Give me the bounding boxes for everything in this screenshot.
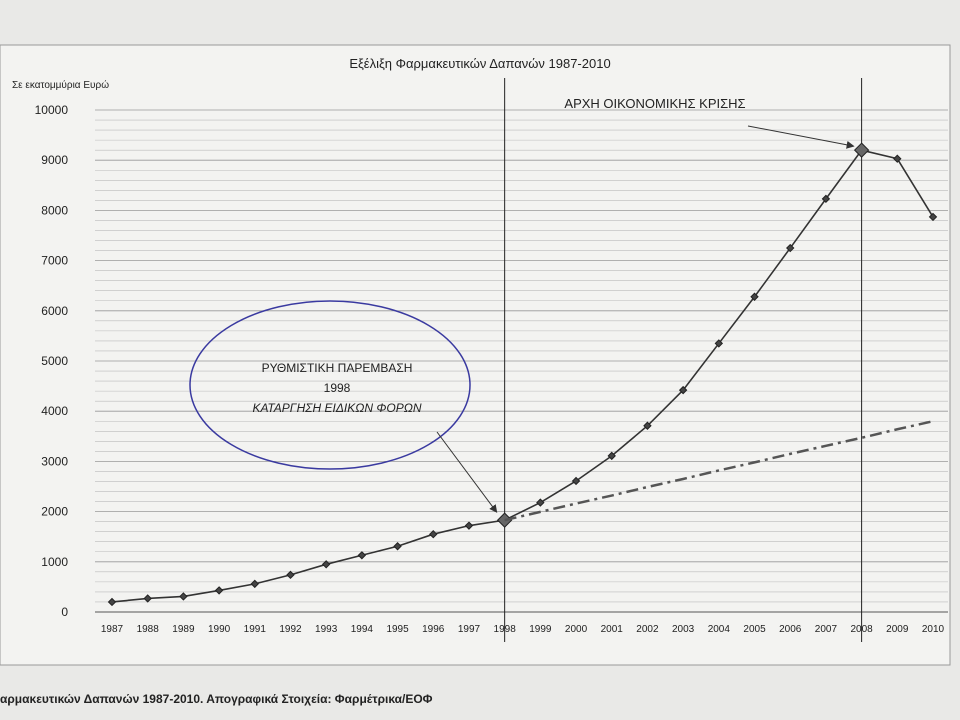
data-point [143,594,152,603]
series-line [111,149,934,603]
series-line [504,420,934,522]
annotation-text: 1998 [324,381,351,395]
y-tick-label: 3000 [41,454,68,468]
chart-title: Εξέλιξη Φαρμακευτικών Δαπανών 1987-2010 [349,56,610,71]
data-point [786,243,795,253]
y-tick-label: 9000 [41,153,68,167]
x-tick-label: 2000 [565,624,588,635]
y-tick-label: 7000 [41,254,68,268]
data-point [107,597,117,607]
x-tick-label: 2006 [779,624,802,635]
x-tick-label: 1999 [529,624,552,635]
data-point [179,592,188,601]
data-point [853,142,870,158]
x-tick-label: 1987 [101,624,124,635]
data-point [714,339,724,348]
data-point [357,551,367,560]
y-tick-label: 4000 [41,404,68,418]
y-tick-label: 1000 [41,555,68,569]
x-tick-label: 2002 [636,624,659,635]
data-point [607,451,616,461]
source-note: αρμακευτικών Δαπανών 1987-2010. Απογραφι… [0,692,433,706]
data-point [429,529,438,539]
y-tick-label: 10000 [35,103,69,117]
x-tick-label: 2007 [815,624,838,635]
x-tick-label: 1994 [351,624,374,635]
data-point [750,292,759,301]
data-point [464,521,474,530]
annotation-text: ΑΡΧΗ ΟΙΚΟΝΟΜΙΚΗΣ ΚΡΙΣΗΣ [564,96,745,111]
data-point [571,476,581,486]
data-point [214,586,224,595]
y-tick-label: 0 [61,605,68,619]
y-tick-label: 5000 [41,354,68,368]
data-point [821,194,831,204]
x-tick-label: 1989 [172,624,195,635]
x-tick-label: 1997 [458,624,481,635]
x-tick-label: 1988 [137,624,160,635]
x-tick-label: 2005 [743,624,766,635]
data-point [893,154,902,163]
data-point [643,421,652,430]
annotation-arrow [747,125,855,149]
data-point [393,542,402,551]
data-point [250,579,259,589]
x-tick-label: 2003 [672,624,695,635]
annotation-ellipse [189,300,471,470]
x-tick-label: 1993 [315,624,338,635]
data-point [321,560,331,569]
x-tick-label: 1990 [208,624,231,635]
x-tick-label: 1995 [386,624,409,635]
y-axis-label: Σε εκατομμύρια Ευρώ [12,79,109,91]
x-tick-label: 1991 [244,624,267,635]
x-tick-label: 2009 [886,624,909,635]
x-tick-label: 2010 [922,624,945,635]
annotation-text: ΡΥΘΜΙΣΤΙΚΗ ΠΑΡΕΜΒΑΣΗ [262,361,413,375]
annotation-arrow [436,431,498,513]
data-point [536,498,545,507]
x-tick-label: 2004 [708,624,731,635]
data-point [678,385,688,395]
annotation-text: ΚΑΤΑΡΓΗΣΗ ΕΙΔΙΚΩΝ ΦΟΡΩΝ [252,401,421,415]
x-tick-label: 1996 [422,624,445,635]
x-tick-label: 1992 [279,624,302,635]
data-point [928,212,938,222]
y-tick-label: 2000 [41,505,68,519]
y-tick-label: 8000 [41,203,68,217]
y-tick-label: 6000 [41,304,68,318]
x-tick-label: 2001 [601,624,624,635]
data-point [286,570,295,580]
